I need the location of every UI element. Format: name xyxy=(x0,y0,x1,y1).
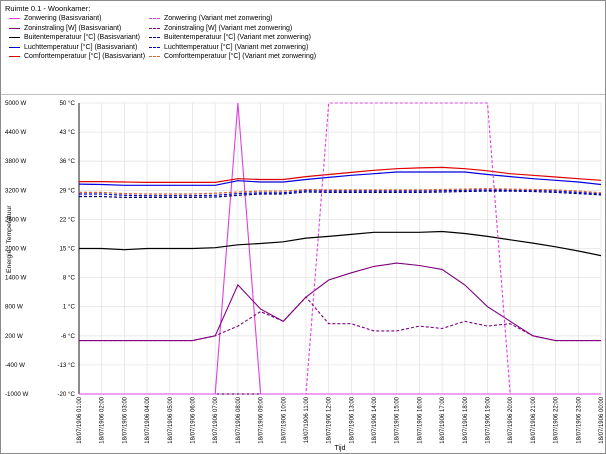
legend-item: Luchttemperatuur [°C] (Basisvariant) xyxy=(9,43,137,52)
y-left-tick-label: 800 W xyxy=(5,304,23,311)
y-right-tick-label: 29 °C xyxy=(59,187,75,194)
x-tick-label: 18/07/1906 19:00 xyxy=(486,396,492,443)
x-tick-label: 18/07/1906 09:00 xyxy=(259,396,265,443)
x-tick-label: 18/07/1906 01:00 xyxy=(77,396,83,443)
x-tick-label: 18/07/1906 21:00 xyxy=(531,396,537,443)
y-left-tick-label: 2000 W xyxy=(5,246,26,253)
legend-item: Buitentemperatuur [°C] (Basisvariant) xyxy=(9,33,140,42)
legend-swatch xyxy=(149,46,160,48)
legend-label: Luchttemperatuur [°C] (Basisvariant) xyxy=(24,43,138,51)
legend-item: Zoninstraling [W] (Basisvariant) xyxy=(9,24,121,33)
y-right-tick-label: 36 °C xyxy=(59,158,75,165)
x-axis-title: Tijd xyxy=(334,445,345,452)
x-tick-label: 18/07/1906 00:00 xyxy=(599,396,605,443)
legend-label: Luchttemperatuur [°C] (Variant met zonwe… xyxy=(164,43,309,51)
y-right-tick-label: -6 °C xyxy=(61,333,76,340)
y-right-tick-label: 43 °C xyxy=(59,129,75,136)
y-right-tick-label: -20 °C xyxy=(57,391,75,398)
y-right-tick-label: 15 °C xyxy=(59,246,75,253)
y-right-tick-label: 8 °C xyxy=(63,275,76,282)
legend-label: Buitentemperatuur [°C] (Variant met zonw… xyxy=(164,34,312,41)
series-line-7 xyxy=(79,190,602,198)
x-tick-label: 18/07/1906 06:00 xyxy=(190,396,196,443)
y-left-tick-label: 5000 W xyxy=(5,100,26,107)
y-axis-title: Energie - Temperatuur xyxy=(6,205,13,273)
legend-label: Zonwering (Variant met zonwering) xyxy=(164,15,273,22)
x-tick-label: 18/07/1906 23:00 xyxy=(576,396,582,443)
y-left-tick-label: 4400 W xyxy=(5,129,26,136)
legend-item: Luchttemperatuur [°C] (Variant met zonwe… xyxy=(149,43,308,52)
y-left-tick-label: 2600 W xyxy=(5,216,26,223)
y-right-tick-label: 1 °C xyxy=(63,304,76,311)
y-left-tick-label: -400 W xyxy=(5,362,25,369)
x-tick-label: 18/07/1906 02:00 xyxy=(100,396,106,443)
legend-swatch xyxy=(149,37,160,38)
legend-swatch xyxy=(9,27,20,29)
x-tick-label: 18/07/1906 03:00 xyxy=(122,396,128,443)
legend-label: Buitentemperatuur [°C] (Basisvariant) xyxy=(24,34,141,41)
x-tick-label: 18/07/1906 20:00 xyxy=(508,396,514,443)
y-left-tick-label: 3800 W xyxy=(5,158,26,165)
legend-divider xyxy=(1,94,605,95)
x-tick-label: 18/07/1906 13:00 xyxy=(349,396,355,443)
series-line-6 xyxy=(79,296,601,342)
x-tick-label: 18/07/1906 04:00 xyxy=(145,396,151,443)
legend-item: Zonwering (Variant met zonwering) xyxy=(149,14,272,23)
legend-item: Comforttemperatuur [°C] (Basisvariant) xyxy=(9,52,145,61)
x-tick-label: 18/07/1906 14:00 xyxy=(372,396,378,443)
series-line-8 xyxy=(79,189,602,197)
legend-label: Zoninstraling [W] (Variant met zonwering… xyxy=(164,24,293,32)
series-line-2 xyxy=(79,230,602,257)
x-tick-label: 18/07/1906 16:00 xyxy=(417,396,423,443)
y-right-tick-label: 22 °C xyxy=(59,216,75,223)
series-line-3 xyxy=(78,171,602,186)
x-tick-label: 18/07/1906 07:00 xyxy=(213,396,219,443)
x-tick-label: 18/07/1906 22:00 xyxy=(554,396,560,443)
x-tick-label: 18/07/1906 12:00 xyxy=(327,396,333,443)
legend-swatch xyxy=(149,27,160,29)
x-tick-label: 18/07/1906 18:00 xyxy=(463,396,469,443)
y-left-tick-label: 3200 W xyxy=(5,187,26,194)
x-tick-label: 18/07/1906 15:00 xyxy=(395,396,401,443)
legend-swatch xyxy=(9,18,20,19)
legend-item: Zonwering (Basisvariant) xyxy=(9,14,101,23)
legend-label: Comforttemperatuur [°C] (Variant met zon… xyxy=(164,53,317,60)
y-left-tick-label: 200 W xyxy=(5,333,23,340)
legend-label: Zoninstraling [W] (Basisvariant) xyxy=(24,24,122,32)
y-right-tick-label: -13 °C xyxy=(57,362,75,369)
legend-swatch xyxy=(9,46,20,48)
x-tick-label: 18/07/1906 11:00 xyxy=(304,396,310,443)
legend-swatch xyxy=(149,18,160,19)
x-tick-label: 18/07/1906 17:00 xyxy=(440,396,446,443)
legend-label: Comforttemperatuur [°C] (Basisvariant) xyxy=(24,53,146,60)
legend-swatch xyxy=(149,56,160,57)
legend-swatch xyxy=(9,37,20,38)
x-tick-label: 18/07/1906 08:00 xyxy=(236,396,242,443)
series-line-4 xyxy=(79,166,602,183)
x-tick-label: 18/07/1906 05:00 xyxy=(168,396,174,443)
legend-label: Zonwering (Basisvariant) xyxy=(24,15,102,22)
series-line-9 xyxy=(79,187,602,195)
y-left-tick-label: -1000 W xyxy=(5,391,29,398)
series-line-5 xyxy=(79,102,601,395)
legend-item: Comforttemperatuur [°C] (Variant met zon… xyxy=(149,52,316,61)
x-tick-label: 18/07/1906 10:00 xyxy=(281,396,287,443)
legend-swatch xyxy=(9,56,20,57)
chart-title: Ruimte 0.1 - Woonkamer: xyxy=(5,4,91,13)
series-line-1 xyxy=(79,262,601,342)
y-right-tick-label: 50 °C xyxy=(59,100,75,107)
y-left-tick-label: 1400 W xyxy=(5,275,26,282)
legend-item: Zoninstraling [W] (Variant met zonwering… xyxy=(149,24,292,33)
legend-item: Buitentemperatuur [°C] (Variant met zonw… xyxy=(149,33,311,42)
